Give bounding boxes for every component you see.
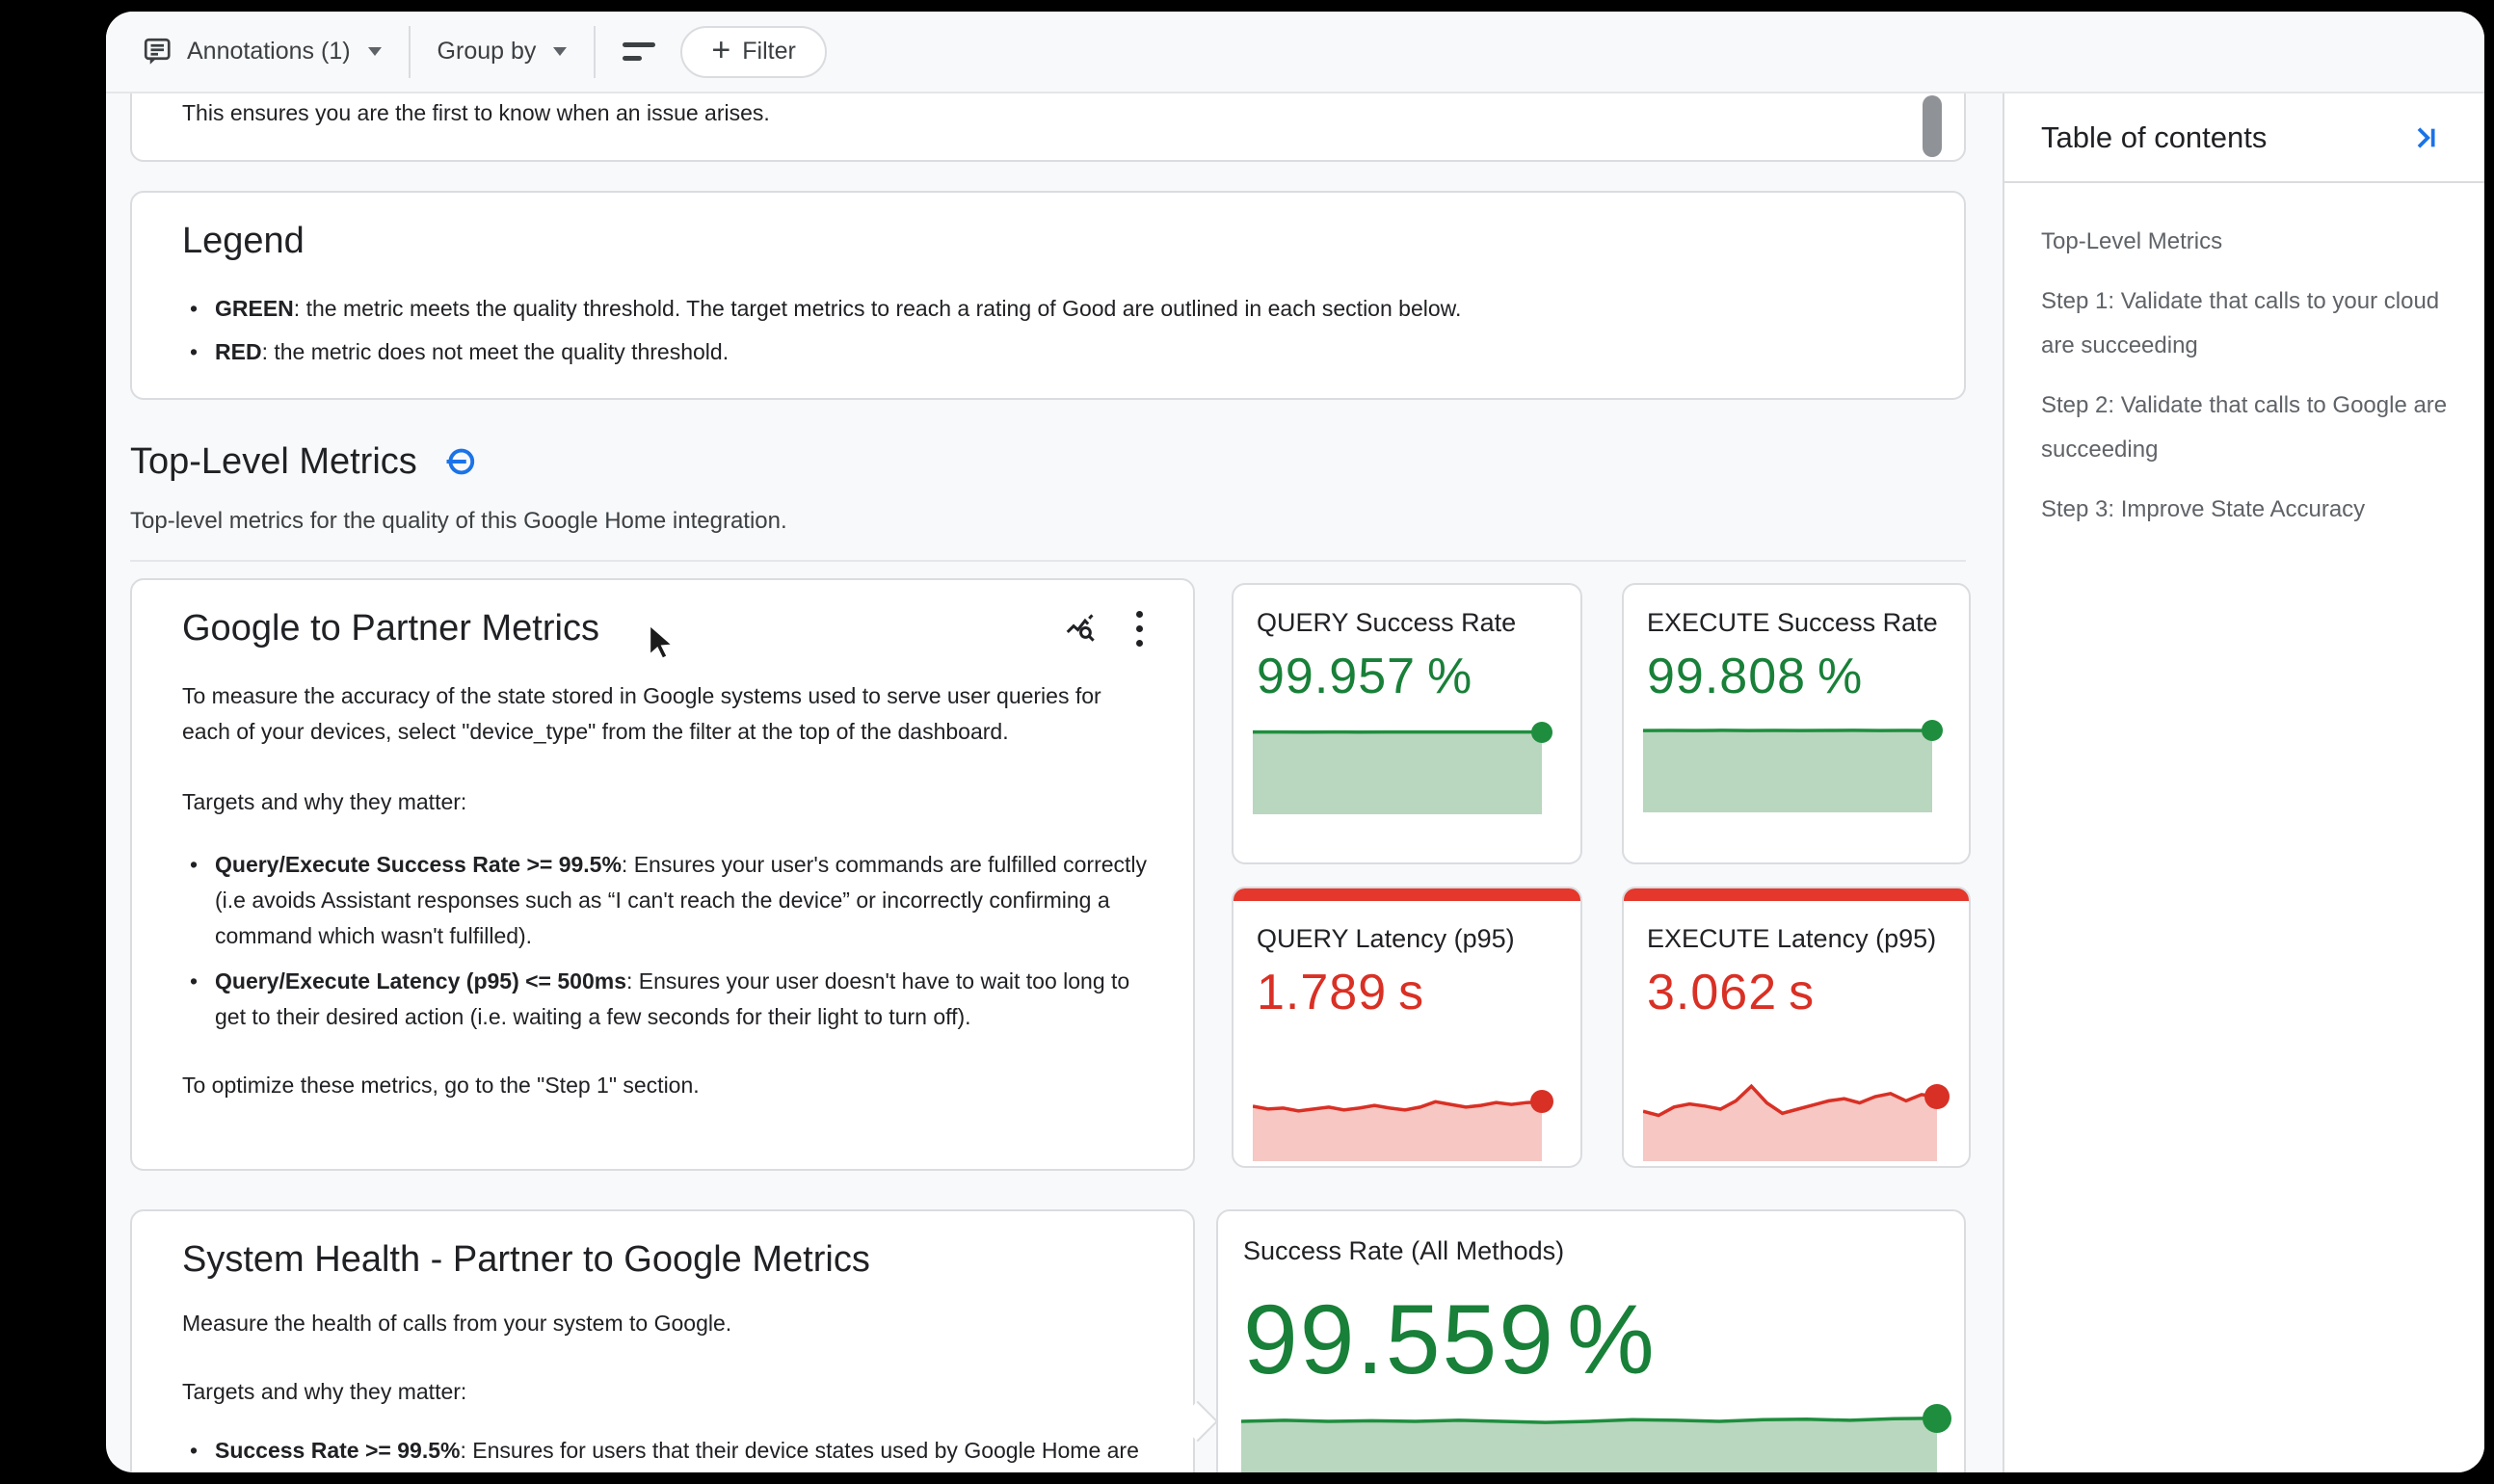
targets-list: Query/Execute Success Rate >= 99.5%: Ens… (182, 847, 1147, 1035)
execute-latency-endpoint-dot (1924, 1084, 1950, 1109)
metric-card-query-success-rate[interactable]: QUERY Success Rate 99.957% (1232, 583, 1582, 864)
alerting-info-text: This ensures you are the first to know w… (182, 100, 770, 125)
vertical-scrollbar-thumb[interactable] (1923, 95, 1942, 157)
table-of-contents-sidebar: Table of contents Top-Level Metrics Step… (2003, 93, 2484, 1472)
dashboard-window: integration quality by configuring an al… (106, 12, 2484, 1472)
legend-list: GREEN: the metric meets the quality thre… (182, 291, 1914, 370)
section-description: Top-level metrics for the quality of thi… (130, 508, 787, 534)
annotations-icon (141, 35, 175, 69)
metric-card-execute-success-rate[interactable]: EXECUTE Success Rate 99.808% (1622, 583, 1971, 864)
plus-icon: + (711, 32, 731, 68)
legend-item-red: RED: the metric does not meet the qualit… (182, 334, 1914, 370)
google-to-partner-metrics-card: Google to Partner Metrics To measure the… (130, 578, 1195, 1171)
execute-success-sparkline (1642, 728, 1933, 812)
legend-title: Legend (182, 221, 305, 261)
metric-value: 99.957% (1257, 649, 1473, 704)
chevron-down-icon (367, 47, 382, 56)
system-health-card: System Health - Partner to Google Metric… (130, 1209, 1195, 1472)
more-options-icon[interactable] (1132, 607, 1147, 650)
annotations-label: Annotations (1) (187, 38, 351, 65)
all-methods-endpoint-dot (1923, 1404, 1951, 1433)
query-success-endpoint-dot (1531, 722, 1552, 743)
link-icon[interactable] (442, 444, 477, 479)
toolbar-divider (594, 25, 597, 78)
card-closing-note: To optimize these metrics, go to the "St… (182, 1073, 700, 1098)
card-title: System Health - Partner to Google Metric… (182, 1239, 870, 1280)
query-success-sparkline (1253, 729, 1542, 814)
execute-success-endpoint-dot (1922, 720, 1943, 741)
target-item-latency: Query/Execute Latency (p95) <= 500ms: En… (182, 964, 1147, 1035)
metric-title: EXECUTE Success Rate (1647, 608, 1938, 637)
section-title: Top-Level Metrics (130, 441, 417, 482)
toc-header: Table of contents (2004, 93, 2484, 183)
targets-list: Success Rate >= 99.5%: Ensures for users… (182, 1433, 1147, 1472)
toc-item-top-level-metrics[interactable]: Top-Level Metrics (2041, 228, 2223, 254)
query-latency-sparkline (1252, 1070, 1543, 1161)
add-filter-label: Filter (742, 38, 796, 65)
threshold-alert-bar (1234, 888, 1580, 901)
annotations-dropdown[interactable]: Annotations (1) (141, 35, 382, 69)
metric-title: QUERY Success Rate (1257, 608, 1517, 637)
query-latency-endpoint-dot (1530, 1090, 1553, 1113)
section-divider (130, 560, 1966, 562)
group-by-dropdown[interactable]: Group by (438, 38, 568, 66)
target-item-success-rate: Success Rate >= 99.5%: Ensures for users… (182, 1433, 1147, 1472)
all-methods-sparkline (1240, 1390, 1938, 1472)
metric-title: EXECUTE Latency (p95) (1647, 924, 1937, 953)
filter-list-icon[interactable] (623, 42, 656, 61)
card-paragraph: To measure the accuracy of the state sto… (182, 683, 1101, 744)
toc-item-step-2[interactable]: Step 2: Validate that calls to Google ar… (2041, 392, 2448, 463)
metric-title: Success Rate (All Methods) (1243, 1236, 1565, 1265)
toc-list: Top-Level Metrics Step 1: Validate that … (2004, 183, 2484, 532)
toc-item-step-3[interactable]: Step 3: Improve State Accuracy (2041, 496, 2366, 522)
target-item-success-rate: Query/Execute Success Rate >= 99.5%: Ens… (182, 847, 1147, 954)
card-description: Measure the health of calls from your sy… (182, 1311, 732, 1336)
threshold-alert-bar (1624, 888, 1969, 901)
collapse-sidebar-icon[interactable] (2411, 122, 2442, 153)
toc-title: Table of contents (2041, 119, 2268, 154)
dashboard-toolbar: Annotations (1) Group by + Filter (106, 12, 2484, 93)
metric-value: 99.559% (1243, 1285, 1657, 1394)
metrics-explorer-icon[interactable] (1063, 610, 1100, 647)
metric-title: QUERY Latency (p95) (1257, 924, 1515, 953)
card-title: Google to Partner Metrics (182, 608, 599, 649)
legend-card: Legend GREEN: the metric meets the quali… (130, 191, 1966, 400)
mouse-cursor (641, 621, 683, 668)
legend-item-green: GREEN: the metric meets the quality thre… (182, 291, 1914, 327)
chevron-down-icon (553, 47, 568, 56)
toc-item-step-1[interactable]: Step 1: Validate that calls to your clou… (2041, 288, 2440, 358)
targets-label: Targets and why they matter: (182, 789, 467, 814)
toolbar-divider (408, 25, 411, 78)
metric-value: 1.789 s (1257, 965, 1425, 1020)
targets-label: Targets and why they matter: (182, 1379, 467, 1404)
add-filter-button[interactable]: + Filter (680, 25, 827, 78)
execute-latency-sparkline (1642, 1057, 1938, 1161)
metric-value: 99.808% (1647, 649, 1864, 704)
group-by-label: Group by (437, 38, 537, 65)
top-level-metrics-section: Top-Level Metrics Top-level metrics for … (130, 438, 1966, 562)
metric-value: 3.062 s (1647, 965, 1816, 1020)
